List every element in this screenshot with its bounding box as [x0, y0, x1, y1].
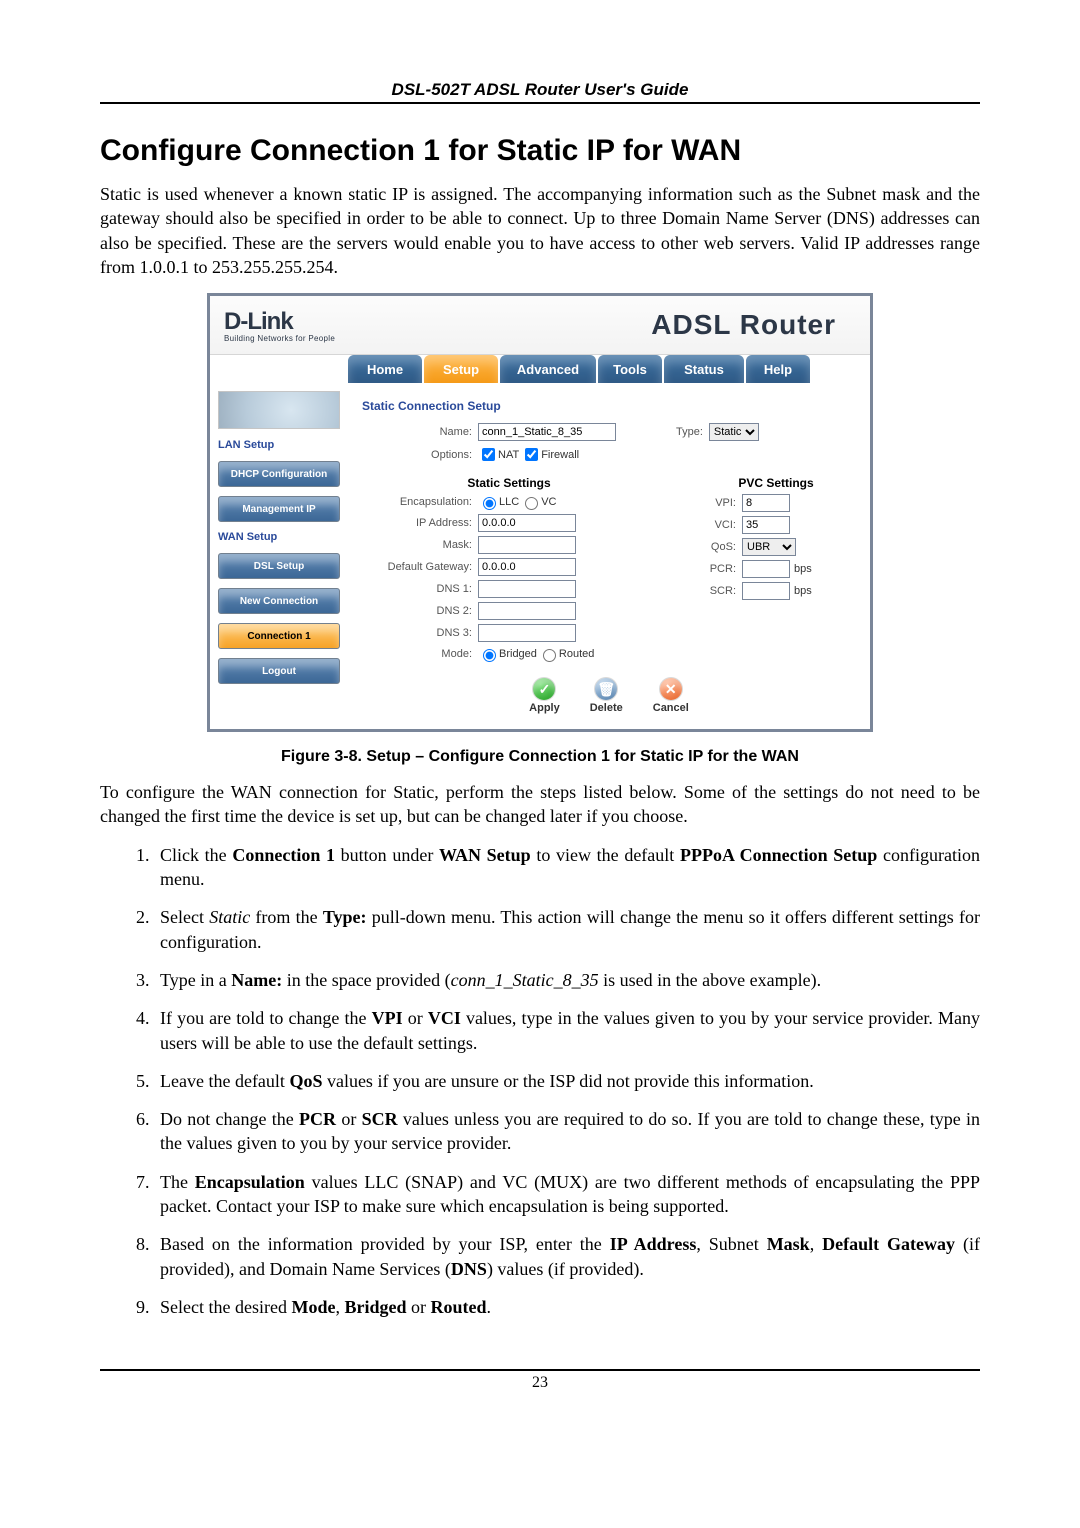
dns2-input[interactable]	[478, 602, 576, 620]
static-settings-head: Static Settings	[362, 476, 656, 490]
step-1: Click the Connection 1 button under WAN …	[154, 843, 980, 892]
qos-select[interactable]: UBR	[742, 538, 796, 556]
sidebar-item-dhcp[interactable]: DHCP Configuration	[218, 461, 340, 487]
step-8: Based on the information provided by you…	[154, 1232, 980, 1281]
tab-advanced[interactable]: Advanced	[500, 355, 596, 383]
figure-caption: Figure 3-8. Setup – Configure Connection…	[100, 748, 980, 766]
mask-label: Mask:	[362, 539, 478, 551]
mask-input[interactable]	[478, 536, 576, 554]
intro-paragraph: Static is used whenever a known static I…	[100, 182, 980, 279]
device-title: ADSL Router	[651, 309, 836, 341]
mode-routed-label: Routed	[559, 648, 594, 660]
tab-tools[interactable]: Tools	[598, 355, 662, 383]
enc-llc-radio[interactable]	[483, 497, 496, 510]
sidebar-item-dsl[interactable]: DSL Setup	[218, 553, 340, 579]
sidebar-item-logout[interactable]: Logout	[218, 658, 340, 684]
gw-input[interactable]	[478, 558, 576, 576]
pcr-input[interactable]	[742, 560, 790, 578]
ip-input[interactable]	[478, 514, 576, 532]
page-number: 23	[100, 1369, 980, 1392]
enc-llc-label: LLC	[499, 496, 519, 508]
mode-routed-radio[interactable]	[543, 649, 556, 662]
brand-tagline: Building Networks for People	[224, 334, 335, 343]
type-select[interactable]: Static	[709, 423, 759, 441]
sidebar-item-mgmt[interactable]: Management IP	[218, 496, 340, 522]
check-icon: ✓	[533, 678, 555, 700]
ip-label: IP Address:	[362, 517, 478, 529]
scr-unit: bps	[794, 585, 812, 597]
vci-input[interactable]	[742, 516, 790, 534]
vci-label: VCI:	[696, 519, 742, 531]
content-heading: Static Connection Setup	[362, 399, 856, 413]
name-label: Name:	[362, 426, 478, 438]
outro-paragraph: To configure the WAN connection for Stat…	[100, 780, 980, 829]
nat-label: NAT	[498, 449, 519, 461]
enc-vc-label: VC	[541, 496, 556, 508]
sidebar-lan-heading: LAN Setup	[218, 439, 340, 451]
device-thumb	[218, 391, 340, 429]
qos-label: QoS:	[696, 541, 742, 553]
brand-logo: D-Link	[224, 308, 335, 336]
dns1-input[interactable]	[478, 580, 576, 598]
dns3-label: DNS 3:	[362, 627, 478, 639]
step-4: If you are told to change the VPI or VCI…	[154, 1006, 980, 1055]
router-ui: D-Link Building Networks for People ADSL…	[207, 293, 873, 732]
dns3-input[interactable]	[478, 624, 576, 642]
name-input[interactable]	[478, 423, 616, 441]
dns1-label: DNS 1:	[362, 583, 478, 595]
vpi-label: VPI:	[696, 497, 742, 509]
step-7: The Encapsulation values LLC (SNAP) and …	[154, 1170, 980, 1219]
gw-label: Default Gateway:	[362, 561, 478, 573]
step-2: Select Static from the Type: pull-down m…	[154, 905, 980, 954]
nat-checkbox[interactable]	[482, 448, 495, 461]
tab-home[interactable]: Home	[348, 355, 422, 383]
tab-status[interactable]: Status	[664, 355, 744, 383]
tab-setup[interactable]: Setup	[424, 355, 498, 383]
sidebar-item-newconn[interactable]: New Connection	[218, 588, 340, 614]
doc-header: DSL-502T ADSL Router User's Guide	[100, 80, 980, 104]
scr-label: SCR:	[696, 585, 742, 597]
page-title: Configure Connection 1 for Static IP for…	[100, 134, 980, 168]
pcr-label: PCR:	[696, 563, 742, 575]
enc-vc-radio[interactable]	[525, 497, 538, 510]
step-9: Select the desired Mode, Bridged or Rout…	[154, 1295, 980, 1319]
delete-button[interactable]: 🗑Delete	[590, 678, 623, 714]
pvc-settings-head: PVC Settings	[696, 476, 856, 490]
apply-button[interactable]: ✓Apply	[529, 678, 560, 714]
cancel-button[interactable]: ✕Cancel	[653, 678, 689, 714]
type-label: Type:	[676, 426, 709, 438]
vpi-input[interactable]	[742, 494, 790, 512]
scr-input[interactable]	[742, 582, 790, 600]
options-label: Options:	[362, 449, 478, 461]
mode-bridged-label: Bridged	[499, 648, 537, 660]
trash-icon: 🗑	[595, 678, 617, 700]
dns2-label: DNS 2:	[362, 605, 478, 617]
mode-bridged-radio[interactable]	[483, 649, 496, 662]
step-6: Do not change the PCR or SCR values unle…	[154, 1107, 980, 1156]
step-3: Type in a Name: in the space provided (c…	[154, 968, 980, 992]
mode-label: Mode:	[362, 648, 478, 660]
tab-help[interactable]: Help	[746, 355, 810, 383]
fw-checkbox[interactable]	[525, 448, 538, 461]
encap-label: Encapsulation:	[362, 496, 478, 508]
close-icon: ✕	[660, 678, 682, 700]
sidebar-item-conn1[interactable]: Connection 1	[218, 623, 340, 649]
pcr-unit: bps	[794, 563, 812, 575]
sidebar-wan-heading: WAN Setup	[218, 531, 340, 543]
step-5: Leave the default QoS values if you are …	[154, 1069, 980, 1093]
fw-label: Firewall	[541, 449, 579, 461]
